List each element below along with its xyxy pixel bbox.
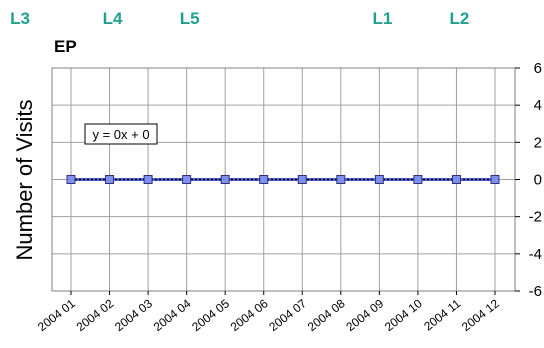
trendline-equation-box: y = 0x + 0 [84, 123, 158, 145]
header-label: L3 [10, 9, 30, 28]
header-label: L5 [180, 9, 200, 28]
header-label: L1 [372, 9, 392, 28]
y-tick-label: -2 [529, 209, 542, 226]
trendline-equation: y = 0x + 0 [92, 127, 149, 142]
equation-box [84, 123, 158, 145]
y-tick-label: 0 [534, 172, 542, 189]
y-tick-label: 2 [534, 134, 542, 151]
data-point [220, 175, 230, 184]
data-point [297, 175, 307, 184]
x-tick-label: 2004 10 [382, 296, 425, 334]
x-tick-label: 2004 01 [35, 296, 78, 334]
data-point [451, 175, 461, 184]
x-tick-label: 2004 03 [112, 296, 155, 334]
y-axis-label: Number of Visits [12, 100, 37, 261]
y-tick-label: -6 [529, 283, 542, 300]
y-axis: -6 -4 -2 0 2 4 6 [515, 60, 542, 300]
data-point [66, 175, 76, 184]
x-tick-label: 2004 06 [228, 296, 271, 334]
x-tick-label: 2004 05 [189, 296, 232, 334]
data-point [182, 175, 192, 184]
x-tick-label: 2004 12 [459, 296, 502, 334]
x-tick-label: 2004 11 [421, 296, 463, 333]
chart-title: EP [54, 37, 77, 56]
data-point [413, 175, 423, 184]
data-point [105, 175, 115, 184]
data-point [374, 175, 384, 184]
x-tick-label: 2004 04 [151, 296, 194, 334]
series [66, 175, 500, 184]
x-tick-label: 2004 02 [74, 296, 117, 334]
x-tick-label: 2004 07 [266, 296, 309, 334]
x-tick-label: 2004 08 [305, 296, 348, 334]
data-point [259, 175, 269, 184]
data-point [143, 175, 153, 184]
y-tick-label: -4 [529, 246, 542, 263]
x-tick-label: 2004 09 [343, 296, 386, 334]
data-point [490, 175, 500, 184]
header-label: L2 [450, 9, 470, 28]
y-tick-label: 4 [534, 97, 542, 114]
header-label: L4 [103, 9, 123, 28]
y-tick-label: 6 [534, 60, 542, 77]
header-labels: L3 L4 L5 L1 L2 [10, 9, 469, 28]
data-point [336, 175, 346, 184]
